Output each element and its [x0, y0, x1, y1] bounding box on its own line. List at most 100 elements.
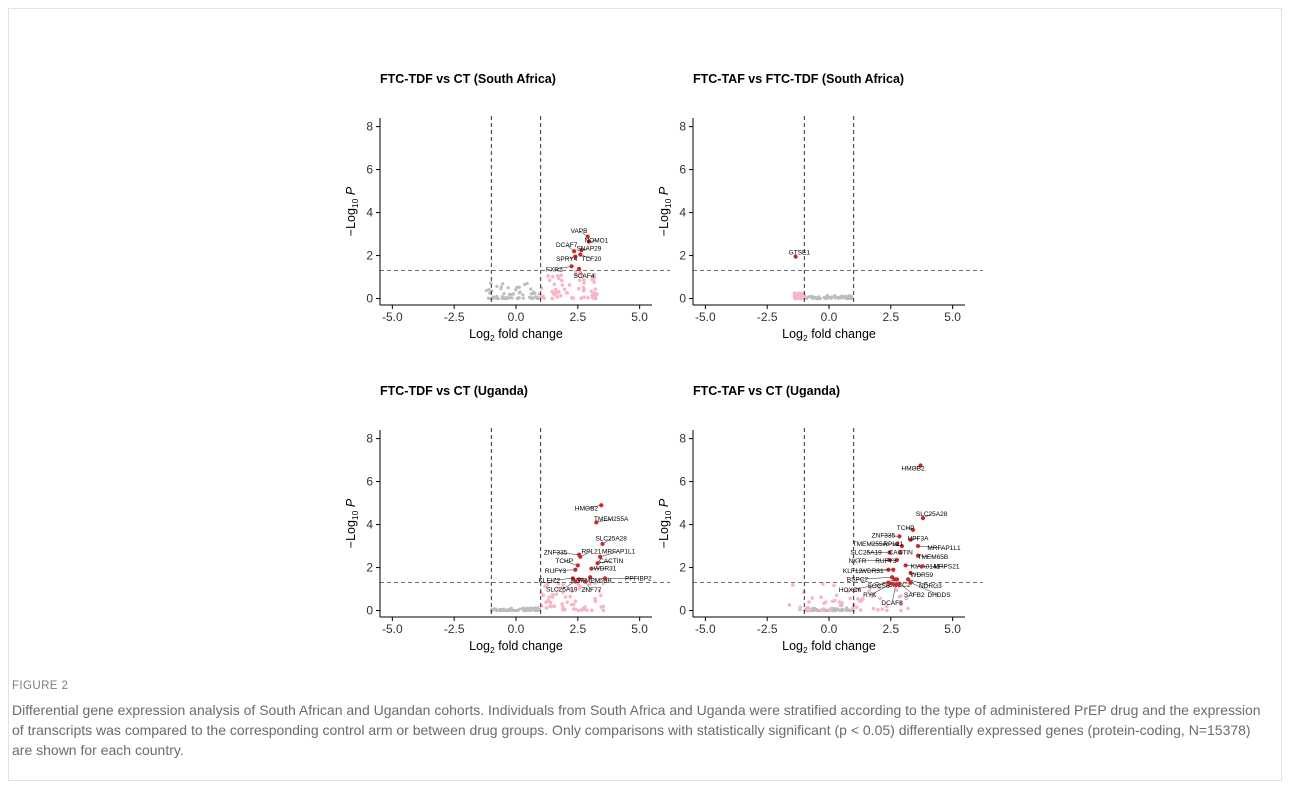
- ns-point: [531, 290, 536, 294]
- fold-change-point: [858, 608, 863, 612]
- chart-svg: FTC-TAF vs FTC-TDF (South Africa) GTSE1 -5…: [657, 72, 983, 343]
- fold-change-point: [867, 589, 871, 594]
- fold-change-point: [554, 592, 559, 597]
- ns-point: [516, 296, 520, 301]
- ns-point: [527, 295, 532, 299]
- gene-label: SPRY4: [556, 256, 578, 263]
- fold-change-point: [556, 587, 561, 591]
- ns-point: [498, 608, 503, 613]
- figure-caption: FIGURE 2 Differential gene expression an…: [12, 680, 1272, 760]
- fold-change-point: [834, 593, 839, 598]
- gene-label: BSPC2: [847, 576, 869, 583]
- significant-point: [893, 582, 898, 587]
- fold-change-point: [589, 289, 594, 294]
- fold-change-point: [807, 600, 811, 604]
- y-tick-label: 8: [366, 432, 373, 446]
- ns-point: [521, 607, 525, 611]
- gene-label: PPFIBP2: [625, 575, 652, 582]
- gene-label: SLC25A28: [595, 536, 627, 543]
- fold-change-point: [562, 287, 567, 291]
- ns-point: [489, 281, 493, 285]
- gene-label: TCHP: [555, 558, 573, 565]
- fold-change-point: [574, 273, 579, 277]
- fold-change-point: [555, 295, 560, 299]
- fold-change-point: [559, 273, 563, 278]
- y-tick-label: 8: [366, 120, 373, 134]
- ns-point: [537, 608, 541, 612]
- gene-label: TCHP: [897, 525, 915, 532]
- gene-label: RPL21: [883, 541, 903, 548]
- significant-point: [573, 579, 578, 584]
- ns-point: [501, 282, 505, 286]
- ns-point: [836, 296, 840, 300]
- fold-change-point: [565, 291, 570, 295]
- x-tick-label: 2.5: [569, 622, 586, 636]
- label-connector: [910, 582, 940, 596]
- ns-point: [500, 296, 504, 301]
- fold-change-point: [546, 274, 550, 278]
- fold-change-point: [870, 594, 875, 598]
- ns-point: [811, 607, 815, 611]
- volcano-plot-uganda-ftc-taf-vs-ct: FTC-TAF vs CT (Uganda) HMGB2 SLC25A28 TCHP Z…: [653, 376, 983, 676]
- significant-point: [570, 576, 575, 581]
- label-connector: [899, 583, 915, 596]
- ns-point: [849, 296, 853, 300]
- x-tick-label: 5.0: [631, 622, 648, 636]
- fold-change-point: [552, 604, 557, 608]
- significant-point: [908, 580, 913, 585]
- fold-change-point: [544, 606, 549, 610]
- gene-label: SLC25A28: [916, 511, 948, 518]
- ns-point: [816, 296, 820, 301]
- gene-label: MRPS21: [933, 563, 959, 570]
- ns-point: [486, 296, 490, 300]
- fold-change-point: [539, 591, 543, 595]
- ns-point: [510, 296, 514, 300]
- ns-point: [536, 296, 540, 301]
- ns-point: [499, 285, 503, 289]
- significant-point: [569, 264, 574, 269]
- x-tick-label: 5.0: [944, 622, 961, 636]
- significant-point: [585, 234, 590, 239]
- fold-change-point: [542, 296, 546, 300]
- gene-label: GTSE1: [789, 249, 811, 256]
- fold-change-point: [877, 585, 881, 590]
- fold-change-point: [590, 608, 594, 613]
- y-tick-label: 6: [366, 475, 373, 489]
- x-tick-label: -2.5: [757, 622, 778, 636]
- significant-point: [903, 563, 908, 568]
- fold-change-point: [558, 293, 563, 298]
- ns-point: [507, 296, 511, 300]
- significant-point: [889, 581, 895, 586]
- y-tick-label: 4: [679, 518, 686, 532]
- x-tick-label: 2.5: [569, 310, 586, 324]
- gene-label: NKTR: [849, 558, 867, 565]
- ns-point: [517, 285, 521, 289]
- label-connector: [869, 583, 893, 596]
- ns-point: [521, 296, 525, 300]
- gene-label: CACTIN: [889, 550, 914, 557]
- ns-point: [529, 292, 533, 296]
- gene-label: UPF3A: [908, 536, 930, 543]
- significant-point: [573, 254, 578, 259]
- fold-change-point: [821, 607, 825, 612]
- fold-change-point: [550, 289, 555, 294]
- fold-change-point: [548, 604, 553, 609]
- ns-point: [506, 286, 510, 290]
- ns-point: [835, 607, 839, 611]
- fold-change-point: [583, 605, 587, 609]
- significant-point: [910, 527, 916, 533]
- fold-change-point: [590, 274, 595, 278]
- significant-point: [600, 541, 605, 547]
- volcano-plot-sa-ftc-taf-vs-ftc-tdf: FTC-TAF vs FTC-TDF (South Africa) GTSE1 -5…: [653, 64, 983, 364]
- chart-title: FTC-TDF vs CT (Uganda): [380, 384, 528, 398]
- significant-point: [589, 566, 594, 571]
- significant-point: [899, 543, 905, 549]
- fold-change-point: [563, 595, 568, 599]
- ns-point: [496, 296, 500, 301]
- ns-point: [523, 282, 527, 287]
- x-tick-label: -5.0: [382, 622, 403, 636]
- fold-change-point: [547, 595, 552, 599]
- volcano-plot-uganda-ftc-tdf-vs-ct: FTC-TDF vs CT (Uganda) HMGB2 TMEM255A SLC25…: [340, 376, 670, 676]
- fold-change-point: [582, 281, 586, 285]
- gene-label: WDR59: [910, 572, 933, 579]
